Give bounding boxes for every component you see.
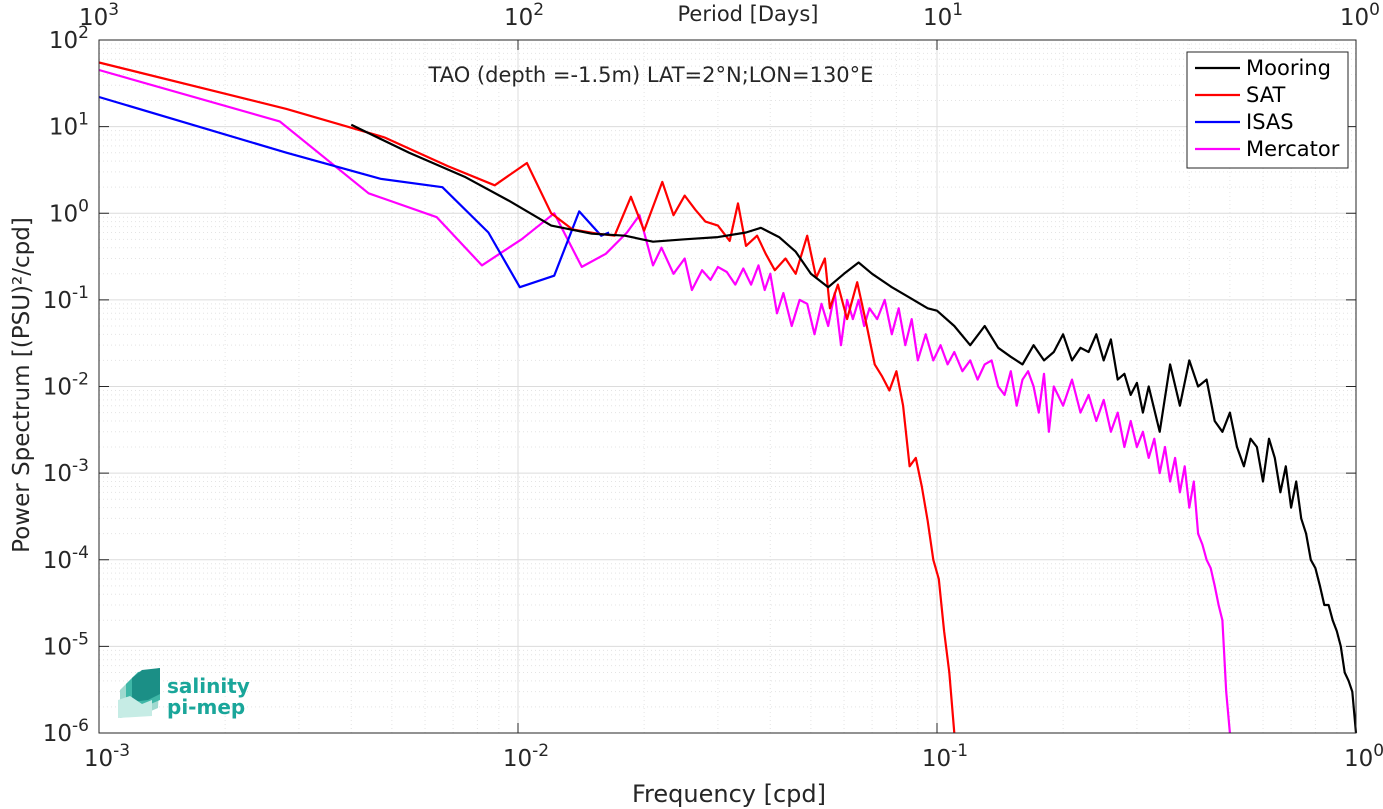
x-tick-label: 10-3 — [84, 741, 130, 772]
x-tick-labels: 10-3 10-2 10-1 100 — [84, 741, 1383, 772]
legend-label-sat: SAT — [1246, 83, 1285, 107]
y-tick-label: 101 — [49, 110, 89, 141]
legend-label-isas: ISAS — [1246, 110, 1294, 134]
series-layer — [98, 61, 1358, 734]
y-tick-label: 10-3 — [43, 456, 89, 487]
logo-text-pi-mep: pi-mep — [167, 695, 245, 719]
top-tick-label: 100 — [1340, 0, 1380, 31]
top-tick-labels: 103 102 101 100 — [79, 0, 1380, 31]
salinity-pi-mep-logo: salinity pi-mep — [118, 668, 250, 719]
series-line-sat — [98, 61, 956, 734]
y-tick-label: 10-2 — [43, 370, 89, 401]
logo-text-salinity: salinity — [167, 674, 250, 698]
x-tick-label: 10-2 — [503, 741, 549, 772]
legend-label-mooring: Mooring — [1246, 56, 1331, 80]
top-tick-label: 103 — [79, 0, 119, 31]
y-tick-label: 10-5 — [43, 629, 89, 660]
y-tick-label: 102 — [49, 23, 89, 54]
y-tick-label: 100 — [49, 196, 89, 227]
x-tick-label: 100 — [1344, 741, 1383, 772]
y-tick-label: 10-4 — [43, 543, 89, 574]
logo-mark-icon — [118, 668, 160, 718]
legend-label-mercator: Mercator — [1246, 137, 1340, 161]
series-line-isas — [98, 95, 610, 289]
chart-title: TAO (depth =-1.5m) LAT=2°N;LON=130°E — [428, 63, 874, 87]
y-tick-label: 10-6 — [43, 716, 89, 747]
series-line-mooring — [350, 123, 1358, 734]
y-axis-label: Power Spectrum [(PSU)²/cpd] — [9, 217, 35, 553]
y-tick-labels: 102 101 100 10-1 10-2 10-3 10-4 10-5 10-6 — [43, 23, 89, 747]
top-tick-label: 102 — [504, 0, 544, 31]
x-tick-label: 10-1 — [922, 741, 968, 772]
y-tick-label: 10-1 — [43, 283, 89, 314]
legend: Mooring SAT ISAS Mercator — [1186, 51, 1349, 169]
top-axis-label: Period [Days] — [678, 2, 819, 26]
x-axis-label: Frequency [cpd] — [632, 780, 826, 808]
tick-marks — [98, 39, 1357, 734]
series-line-mercator — [98, 68, 1231, 734]
top-tick-label: 101 — [923, 0, 963, 31]
